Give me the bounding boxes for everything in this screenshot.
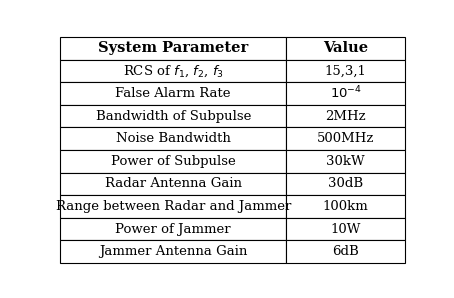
Bar	[60, 82, 286, 105]
Text: Power of Subpulse: Power of Subpulse	[111, 155, 236, 168]
Text: System Parameter: System Parameter	[98, 41, 248, 55]
Text: Jammer Antenna Gain: Jammer Antenna Gain	[99, 245, 247, 258]
Text: Power of Jammer: Power of Jammer	[115, 223, 231, 235]
Text: 30dB: 30dB	[328, 177, 363, 190]
Bar	[286, 105, 405, 127]
Bar	[60, 60, 286, 82]
Bar	[60, 37, 286, 60]
Bar	[60, 195, 286, 218]
Bar	[286, 218, 405, 240]
Text: 30kW: 30kW	[326, 155, 365, 168]
Bar	[60, 105, 286, 127]
Bar	[286, 150, 405, 173]
Text: 100km: 100km	[323, 200, 369, 213]
Text: Range between Radar and Jammer: Range between Radar and Jammer	[55, 200, 291, 213]
Text: 6dB: 6dB	[332, 245, 359, 258]
Bar	[60, 150, 286, 173]
Text: 10W: 10W	[331, 223, 361, 235]
Bar	[60, 127, 286, 150]
Bar	[286, 195, 405, 218]
Bar	[286, 82, 405, 105]
Bar	[286, 127, 405, 150]
Text: Bandwidth of Subpulse: Bandwidth of Subpulse	[95, 109, 251, 122]
Bar	[60, 218, 286, 240]
Text: False Alarm Rate: False Alarm Rate	[115, 87, 231, 100]
Bar	[60, 240, 286, 263]
Bar	[286, 60, 405, 82]
Bar	[286, 240, 405, 263]
Text: 2MHz: 2MHz	[325, 109, 366, 122]
Bar	[286, 37, 405, 60]
Text: Radar Antenna Gain: Radar Antenna Gain	[105, 177, 242, 190]
Text: 15,3,1: 15,3,1	[325, 64, 366, 77]
Bar	[286, 173, 405, 195]
Text: RCS of $f_1$, $f_2$, $f_3$: RCS of $f_1$, $f_2$, $f_3$	[123, 63, 224, 79]
Text: $10^{-4}$: $10^{-4}$	[330, 85, 362, 102]
Text: Value: Value	[323, 41, 368, 55]
Text: 500MHz: 500MHz	[317, 132, 374, 145]
Text: Noise Bandwidth: Noise Bandwidth	[116, 132, 231, 145]
Bar	[60, 173, 286, 195]
